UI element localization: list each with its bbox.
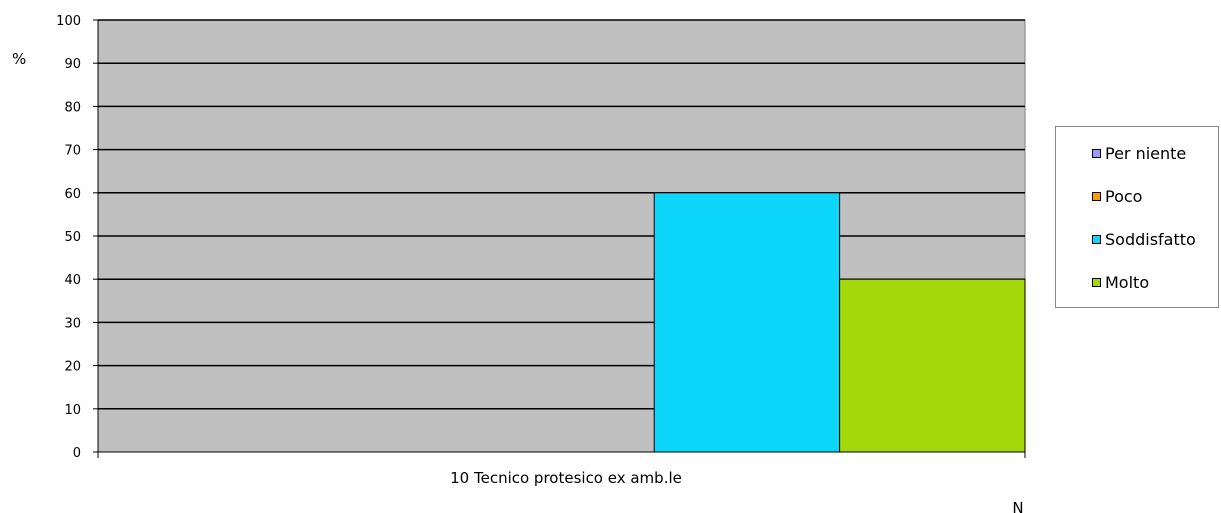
legend-swatch: [1092, 235, 1101, 244]
y-tick-label: 100: [56, 14, 81, 29]
legend-item-molto: Molto: [1092, 273, 1149, 292]
x-category-label: 10 Tecnico protesico ex amb.le: [450, 469, 682, 487]
corner-label: N: [1012, 499, 1023, 513]
legend-item-soddisfatto: Soddisfatto: [1092, 230, 1196, 249]
y-tick-label: 90: [64, 57, 81, 72]
y-tick-label: 40: [64, 273, 81, 288]
y-tick-label: 0: [73, 446, 81, 461]
legend-swatch: [1092, 149, 1101, 158]
bar-molto: [839, 278, 1026, 453]
legend-label: Poco: [1105, 187, 1143, 206]
legend-label: Molto: [1105, 273, 1150, 292]
legend: Per niente Poco Soddisfatto Molto: [1055, 126, 1219, 308]
legend-label: Soddisfatto: [1105, 230, 1196, 249]
y-tick-label: 30: [64, 316, 81, 331]
legend-item-per-niente: Per niente: [1092, 144, 1186, 163]
legend-label: Per niente: [1105, 144, 1187, 163]
y-tick-label: 70: [64, 144, 81, 159]
y-tick-label: 50: [64, 230, 81, 245]
legend-swatch: [1092, 278, 1101, 287]
y-axis-ticks: 0 10 20 30 40 50 60 70 80 90 100: [56, 14, 98, 461]
y-tick-label: 10: [64, 403, 81, 418]
legend-swatch: [1092, 192, 1101, 201]
y-tick-label: 80: [64, 100, 81, 115]
y-tick-label: 60: [64, 187, 81, 202]
y-axis-label: %: [12, 50, 26, 68]
legend-item-poco: Poco: [1092, 187, 1142, 206]
bar-soddisfatto: [653, 192, 841, 453]
y-tick-label: 20: [64, 360, 81, 375]
